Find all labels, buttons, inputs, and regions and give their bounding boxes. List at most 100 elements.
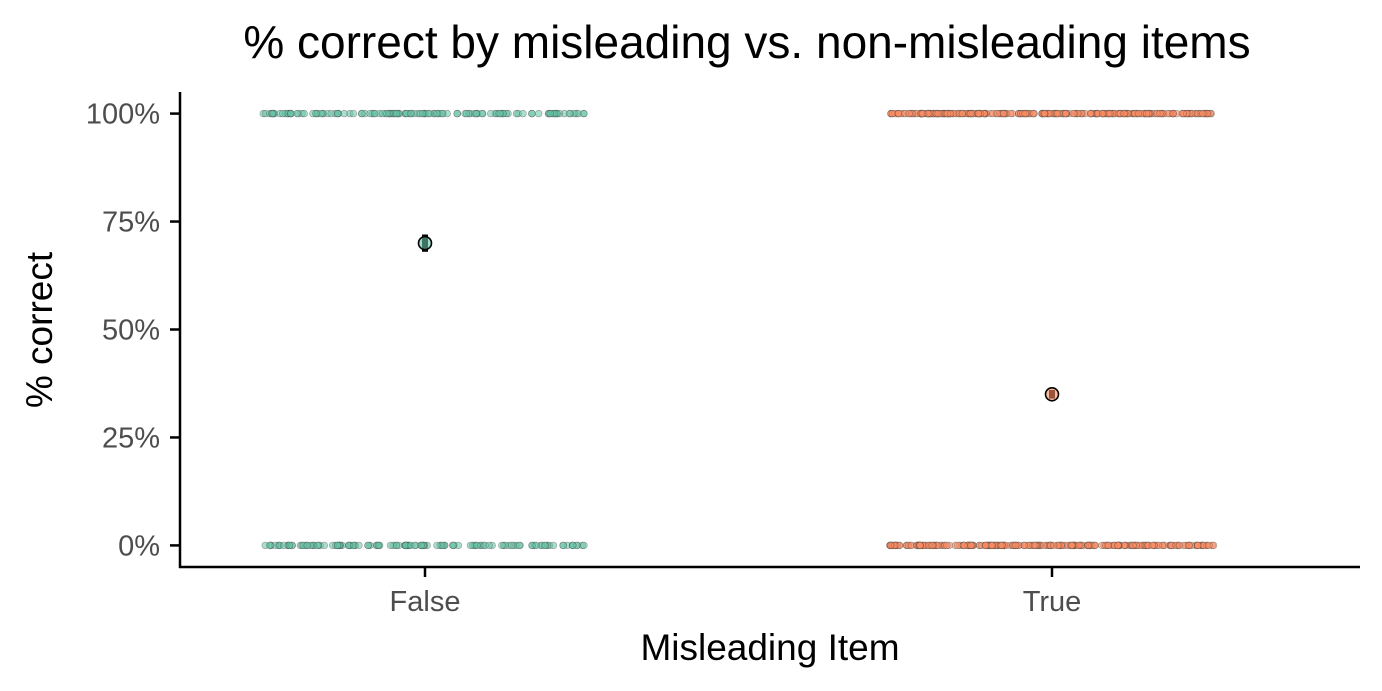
raw-point xyxy=(300,109,308,118)
raw-point xyxy=(312,109,320,118)
raw-point xyxy=(1106,109,1114,118)
raw-point xyxy=(303,541,311,550)
raw-point xyxy=(386,541,395,550)
raw-point xyxy=(988,541,996,550)
raw-point xyxy=(580,541,588,550)
raw-point xyxy=(1029,109,1038,118)
y-tick-label: 0% xyxy=(118,530,160,562)
raw-point xyxy=(1091,541,1100,550)
raw-point xyxy=(333,109,342,118)
raw-point xyxy=(580,109,588,118)
raw-point xyxy=(433,109,441,118)
raw-point xyxy=(453,109,461,118)
raw-point xyxy=(1175,541,1184,550)
raw-point xyxy=(374,541,382,550)
raw-point xyxy=(1021,109,1029,118)
x-axis-title: Misleading Item xyxy=(640,627,899,668)
raw-point xyxy=(946,109,955,118)
raw-point xyxy=(1061,109,1070,118)
raw-point xyxy=(280,541,288,550)
raw-point xyxy=(313,541,322,550)
raw-point xyxy=(449,541,457,550)
raw-point xyxy=(268,109,277,118)
raw-point xyxy=(1098,109,1107,118)
raw-point xyxy=(515,541,523,550)
raw-point xyxy=(364,541,372,550)
raw-point xyxy=(278,109,287,118)
raw-point xyxy=(905,109,914,118)
raw-point xyxy=(1075,541,1083,550)
raw-point xyxy=(383,109,391,118)
y-tick-label: 25% xyxy=(102,422,160,454)
summary-layer xyxy=(417,234,1060,402)
raw-point xyxy=(967,109,975,118)
raw-point xyxy=(287,109,295,118)
raw-point xyxy=(1199,109,1207,118)
raw-point xyxy=(1194,541,1202,550)
raw-point xyxy=(473,541,481,550)
chart-title: % correct by misleading vs. non-misleadi… xyxy=(243,16,1250,68)
raw-point xyxy=(496,109,504,118)
mean-point xyxy=(1044,386,1060,402)
raw-point xyxy=(569,541,577,550)
raw-point xyxy=(534,109,543,118)
raw-point xyxy=(960,541,968,550)
raw-point xyxy=(1156,109,1164,118)
raw-point xyxy=(349,109,358,118)
x-tick-label: True xyxy=(1023,586,1082,618)
raw-point xyxy=(549,541,558,550)
raw-point xyxy=(333,541,342,550)
raw-point xyxy=(1148,541,1157,550)
raw-point xyxy=(1120,109,1128,118)
raw-point xyxy=(1012,541,1020,550)
raw-point xyxy=(478,109,486,118)
raw-point xyxy=(407,109,415,118)
raw-point xyxy=(1031,541,1039,550)
raw-point xyxy=(888,109,897,118)
raw-point xyxy=(1169,109,1177,118)
raw-point xyxy=(998,541,1006,550)
raw-point xyxy=(498,541,506,550)
raw-point xyxy=(953,541,962,550)
raw-point xyxy=(433,541,441,550)
raw-point xyxy=(462,109,471,118)
y-tick-label: 50% xyxy=(102,315,160,347)
x-tick-label: False xyxy=(390,586,461,618)
raw-point xyxy=(993,109,1002,118)
raw-point xyxy=(411,541,419,550)
raw-point xyxy=(532,541,540,550)
raw-point xyxy=(392,109,401,118)
raw-point xyxy=(417,541,425,550)
raw-point xyxy=(327,109,335,118)
raw-point xyxy=(355,541,363,550)
raw-point xyxy=(1084,541,1092,550)
raw-point xyxy=(943,541,951,550)
raw-point xyxy=(916,541,924,550)
raw-point xyxy=(1185,541,1193,550)
y-axis-title: % correct xyxy=(19,251,60,408)
raw-point xyxy=(1049,541,1058,550)
raw-point xyxy=(418,109,427,118)
raw-point xyxy=(507,541,516,550)
raw-point xyxy=(1179,109,1187,118)
raw-point xyxy=(1053,109,1062,118)
raw-point xyxy=(528,109,536,118)
raw-point xyxy=(546,109,554,118)
raw-point xyxy=(1142,109,1151,118)
raw-point xyxy=(466,541,475,550)
raw-point xyxy=(392,541,401,550)
raw-point xyxy=(894,109,903,118)
raw-point xyxy=(340,109,348,118)
raw-point xyxy=(540,541,549,550)
raw-point xyxy=(487,109,495,118)
mean-point xyxy=(417,235,433,251)
raw-point xyxy=(1006,109,1015,118)
raw-point xyxy=(472,109,480,118)
raw-point xyxy=(1134,109,1143,118)
raw-point xyxy=(934,109,942,118)
raw-point xyxy=(1114,541,1122,550)
raw-point xyxy=(266,541,274,550)
raw-point xyxy=(1040,109,1049,118)
raw-point xyxy=(519,109,527,118)
raw-points-layer xyxy=(259,109,1218,550)
